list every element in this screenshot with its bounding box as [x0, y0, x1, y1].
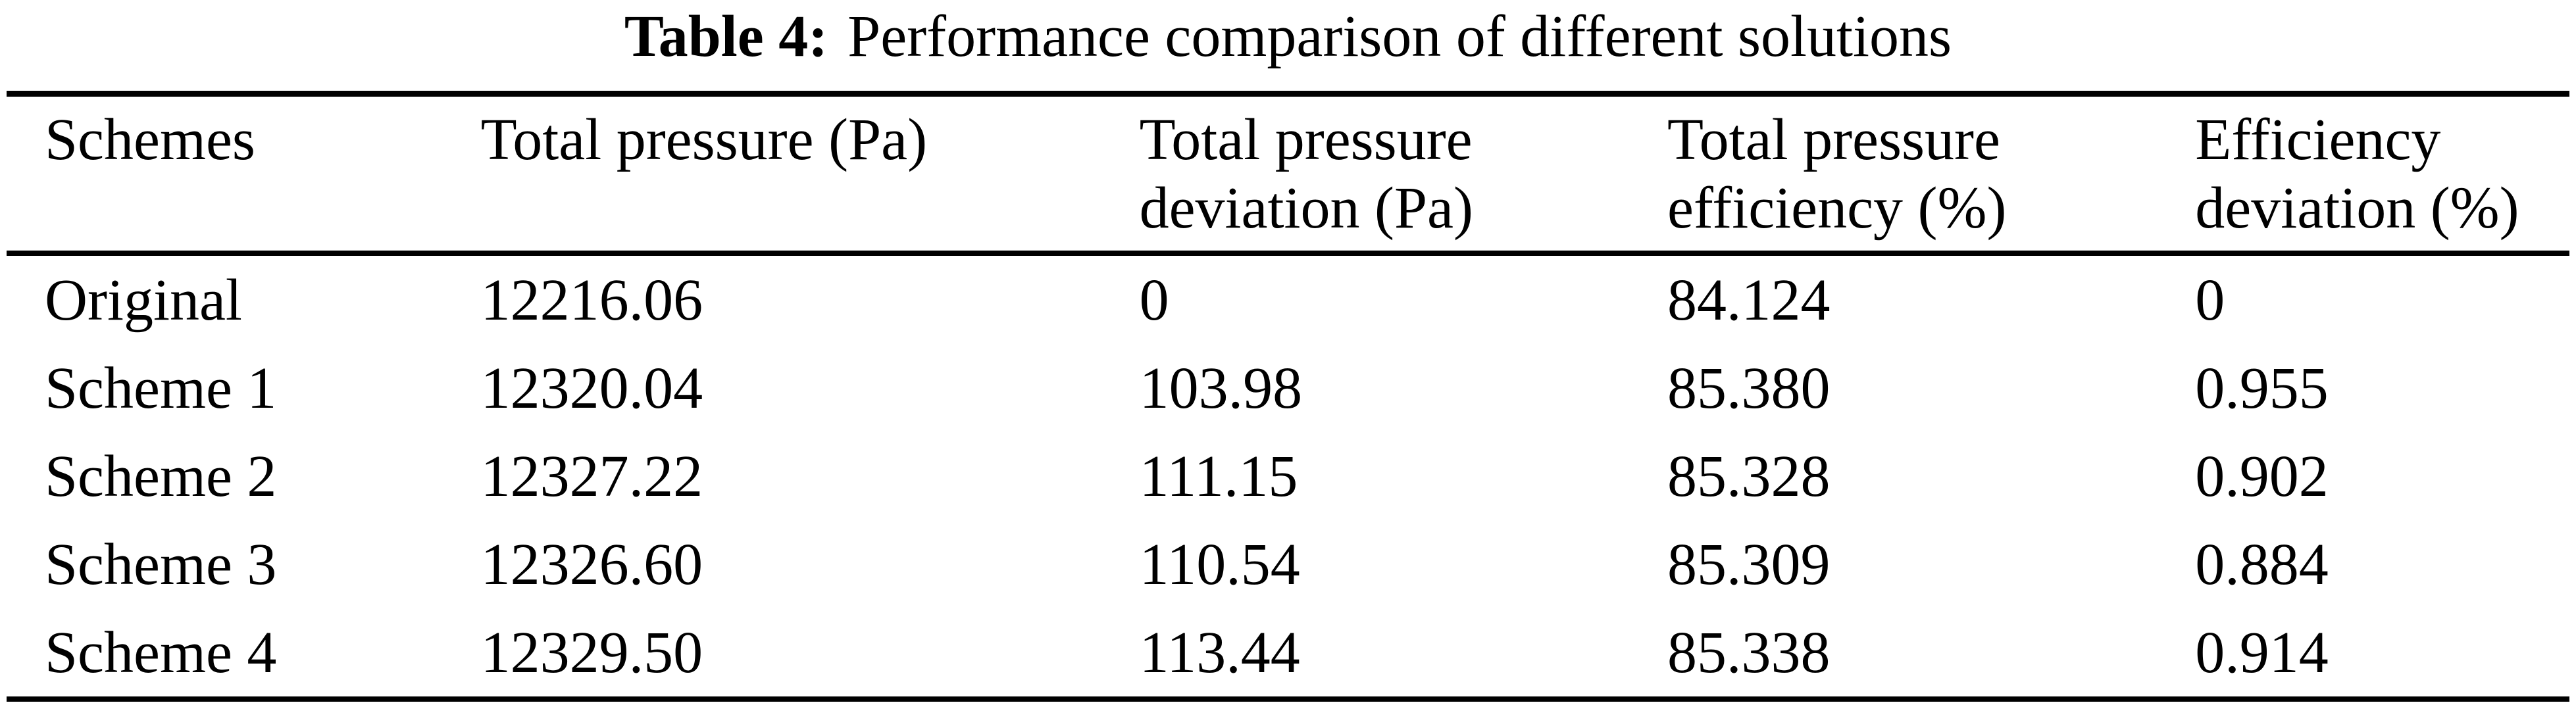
header-row: Schemes Total pressure (Pa) Total pressu… [7, 94, 2569, 253]
table-row-scheme-2: Scheme 2 12327.22 111.15 85.328 0.902 [7, 432, 2569, 520]
header-cell-pressure-deviation: Total pressure deviation (Pa) [1139, 107, 1473, 241]
header-cell-total-pressure: Total pressure (Pa) [480, 107, 928, 172]
cell-efficiency-deviation: 0.902 [2195, 443, 2329, 509]
table-header: Schemes Total pressure (Pa) Total pressu… [7, 94, 2569, 253]
table-caption: Table 4: Performance comparison of differ… [0, 0, 2576, 74]
cell-scheme-name: Scheme 2 [45, 443, 277, 509]
table-row-scheme-4: Scheme 4 12329.50 113.44 85.338 0.914 [7, 608, 2569, 699]
cell-pressure-deviation: 0 [1139, 267, 1169, 333]
cell-scheme-name: Scheme 1 [45, 355, 277, 421]
cell-pressure-deviation: 113.44 [1139, 620, 1300, 685]
table-row-scheme-3: Scheme 3 12326.60 110.54 85.309 0.884 [7, 520, 2569, 608]
header-cell-pressure-efficiency: Total pressure efficiency (%) [1667, 107, 2007, 241]
cell-pressure-deviation: 110.54 [1139, 531, 1300, 597]
table-body: Original 12216.06 0 84.124 0 Scheme 1 12… [7, 253, 2569, 699]
cell-scheme-name: Original [45, 267, 242, 333]
cell-pressure-efficiency: 85.380 [1667, 355, 1831, 421]
cell-efficiency-deviation: 0.884 [2195, 531, 2329, 597]
table-caption-label: Table 4: [624, 4, 828, 69]
cell-pressure-efficiency: 85.338 [1667, 620, 1831, 685]
cell-efficiency-deviation: 0 [2195, 267, 2225, 333]
header-cell-efficiency-deviation: Efficiency deviation (%) [2195, 107, 2519, 241]
cell-efficiency-deviation: 0.914 [2195, 620, 2329, 685]
cell-pressure-efficiency: 85.309 [1667, 531, 1831, 597]
table-row-original: Original 12216.06 0 84.124 0 [7, 253, 2569, 344]
cell-pressure-deviation: 111.15 [1139, 443, 1298, 509]
cell-pressure-deviation: 103.98 [1139, 355, 1303, 421]
cell-efficiency-deviation: 0.955 [2195, 355, 2329, 421]
cell-total-pressure: 12326.60 [480, 531, 703, 597]
cell-pressure-efficiency: 84.124 [1667, 267, 1831, 333]
performance-table: Schemes Total pressure (Pa) Total pressu… [7, 91, 2569, 702]
cell-pressure-efficiency: 85.328 [1667, 443, 1831, 509]
cell-scheme-name: Scheme 3 [45, 531, 277, 597]
table-row-scheme-1: Scheme 1 12320.04 103.98 85.380 0.955 [7, 344, 2569, 432]
table-caption-text: Performance comparison of different solu… [847, 4, 1952, 69]
cell-total-pressure: 12320.04 [480, 355, 703, 421]
header-cell-schemes: Schemes [45, 107, 255, 172]
cell-scheme-name: Scheme 4 [45, 620, 277, 685]
cell-total-pressure: 12329.50 [480, 620, 703, 685]
cell-total-pressure: 12216.06 [480, 267, 703, 333]
cell-total-pressure: 12327.22 [480, 443, 703, 509]
